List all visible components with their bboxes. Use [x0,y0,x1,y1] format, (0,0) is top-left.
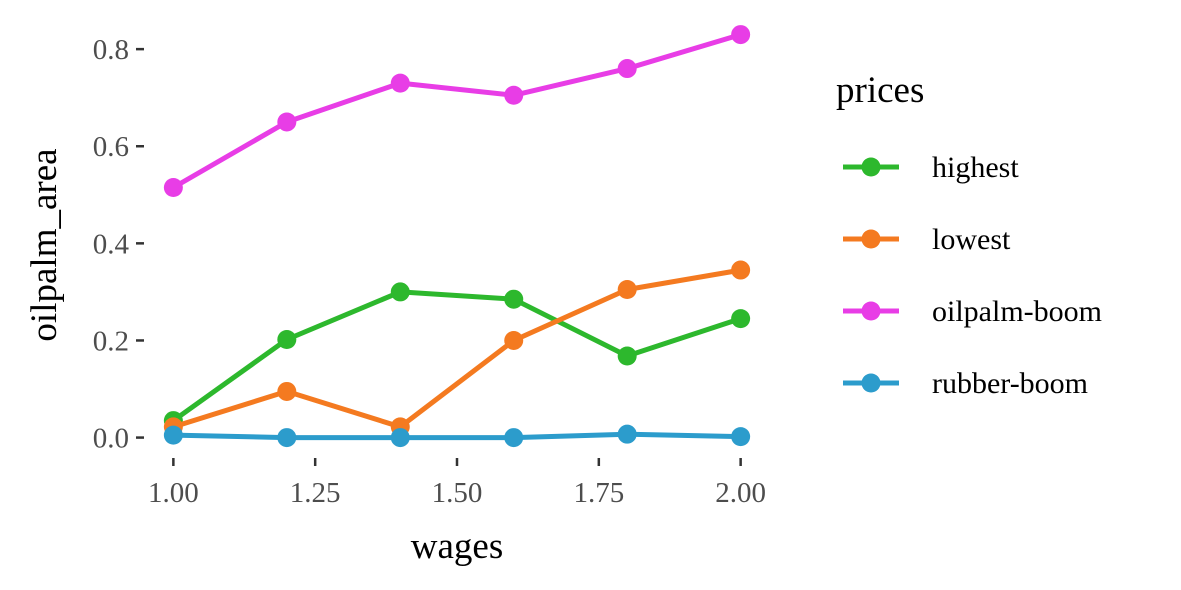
data-point [277,329,297,349]
y-tick-label: 0.8 [93,34,129,66]
x-tick-label: 1.00 [148,477,199,509]
data-point [504,289,524,309]
legend: prices highest lowest oilpalm-boom rubber-b… [836,70,1102,400]
legend-item: oilpalm-boom [843,295,1102,328]
legend-item: rubber-boom [843,367,1088,400]
legend-label: lowest [932,223,1011,256]
series-line [170,431,744,441]
data-point [163,425,183,445]
legend-label: highest [932,151,1019,184]
y-tick-label: 0.4 [93,228,130,260]
data-point [731,260,751,280]
data-point [163,178,183,198]
legend-title: prices [836,70,924,111]
data-point [731,309,751,329]
x-tick-label: 1.75 [573,477,624,509]
data-point [731,25,751,45]
x-tick-label: 2.00 [715,477,766,509]
data-point [617,424,637,444]
data-point [504,330,524,350]
series-highest [163,282,751,431]
data-point [504,428,524,448]
x-axis-title: wages [411,526,503,567]
x-axis: 1.00 1.25 1.50 1.75 2.00 [148,458,766,509]
legend-label: oilpalm-boom [932,295,1102,328]
y-tick-label: 0.0 [93,423,129,455]
series-oilpalm-boom [163,25,751,198]
series-lowest [163,260,751,437]
legend-label: rubber-boom [932,367,1088,400]
legend-key-point [861,373,881,393]
data-point [617,346,637,366]
series-layer [163,25,751,448]
data-point [504,85,524,105]
series-line [170,267,744,430]
legend-item: lowest [843,223,1011,256]
x-tick-label: 1.50 [432,477,483,509]
data-point [731,427,751,447]
data-point [277,112,297,132]
y-axis-title: oilpalm_area [24,148,65,341]
data-point [277,381,297,401]
series-line [170,289,744,424]
y-axis: 0.0 0.2 0.4 0.6 0.8 [93,34,144,455]
y-tick-label: 0.6 [93,131,129,163]
y-tick-label: 0.2 [93,325,129,357]
data-point [277,428,297,448]
data-point [390,428,410,448]
series-rubber-boom [163,424,751,448]
data-point [390,73,410,93]
data-point [390,282,410,302]
legend-key-point [861,157,881,177]
series-line [170,32,744,190]
legend-key-point [861,301,881,321]
legend-items: highest lowest oilpalm-boom rubber-boom [843,151,1102,400]
data-point [617,279,637,299]
legend-item: highest [843,151,1019,184]
data-point [617,59,637,79]
x-tick-label: 1.25 [290,477,341,509]
legend-key-point [861,229,881,249]
